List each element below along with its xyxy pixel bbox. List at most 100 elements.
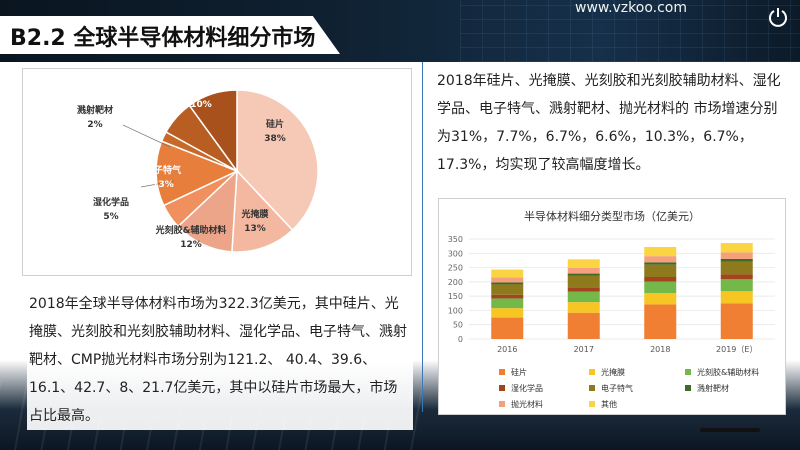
pie-label-name: 光刻胶&辅助材料 [155, 224, 227, 236]
legend-swatch [589, 369, 595, 375]
bar-segment [644, 304, 677, 339]
y-tick-label: 350 [448, 235, 463, 244]
header-grid-decoration [460, 0, 800, 62]
legend-swatch [589, 401, 595, 407]
bar-chart-panel: 半导体材料细分类型市场（亿美元） 0 50 100 150 200 250 300 350 20… [438, 198, 786, 415]
bar-segment [720, 243, 753, 253]
pie-label-value: 38% [264, 134, 286, 144]
bar-segment [491, 282, 524, 285]
left-paragraph: 2018年全球半导体材料市场为322.3亿美元，其中硅片、光掩膜、光刻胶和光刻胶… [27, 290, 413, 430]
bar-segment [644, 277, 677, 282]
pie-label-value: 5% [103, 212, 118, 222]
y-tick-label: 0 [458, 335, 463, 344]
y-tick-label: 150 [448, 292, 463, 301]
pie-label-value: 10% [190, 100, 212, 110]
y-tick-label: 200 [448, 278, 463, 287]
slide-indicator[interactable] [700, 428, 760, 432]
legend-item: 硅片 [499, 365, 589, 379]
bar-segment [567, 267, 600, 274]
bar-segment [491, 294, 524, 299]
bar-segment [567, 259, 600, 268]
x-tick-label: 2016 [497, 345, 517, 354]
legend-item: 湿化学品 [499, 381, 589, 395]
legend-item: 抛光材料 [499, 397, 589, 411]
y-tick-label: 50 [453, 321, 463, 330]
x-tick-label: 2017 [574, 345, 594, 354]
legend-swatch [499, 369, 505, 375]
y-tick-label: 300 [448, 249, 463, 258]
bar-segment [491, 308, 524, 318]
bar-segment [567, 287, 600, 292]
bar-segment [491, 298, 524, 309]
right-paragraph: 2018年硅片、光掩膜、光刻胶和光刻胶辅助材料、湿化学品、电子特气、溅射靶材、抛… [437, 73, 781, 173]
power-icon[interactable] [766, 6, 790, 30]
bar-chart: 0 50 100 150 200 250 300 350 2016 2017 2018 2019（E） [448, 235, 775, 354]
y-tick-label: 250 [448, 264, 463, 273]
pie-label-name: 硅片 [266, 118, 284, 130]
pie-label-name: 抛光材料 [129, 84, 165, 96]
bar-segment [720, 259, 753, 262]
pie-slice [236, 89, 319, 232]
legend-item: 光刻胶&辅助材料 [685, 365, 775, 379]
bar-segment [644, 262, 677, 265]
pie-label-value: 2% [87, 120, 102, 130]
pie-slice [155, 140, 239, 207]
bar-segment [491, 317, 524, 339]
bar-segment [644, 293, 677, 305]
pie-slice [188, 89, 238, 174]
bar-segment [720, 261, 753, 275]
bar-segment [644, 256, 677, 263]
pie-label-name: 其他 [192, 84, 210, 96]
bar-segment [567, 275, 600, 288]
pie-label-name: 湿化学品 [93, 196, 129, 208]
pie-chart: 硅片 38% 光掩膜 13% 光刻胶&辅助材料 12% 湿化学品 5% 电子特气 13% 溅射靶材 2… [77, 84, 319, 253]
x-tick-label: 2018 [650, 345, 670, 354]
pie-label-value: 12% [180, 240, 202, 250]
x-tick-label: 2019（E） [716, 345, 757, 354]
legend-item: 其他 [589, 397, 685, 411]
legend-swatch [589, 385, 595, 391]
pie-chart-panel: 硅片 38% 光掩膜 13% 光刻胶&辅助材料 12% 湿化学品 5% 电子特气 13% 溅射靶材 2… [22, 68, 412, 276]
pie-slice [231, 169, 294, 253]
legend-swatch [685, 385, 691, 391]
bar-segment [491, 269, 524, 278]
pie-label-name: 光掩膜 [240, 208, 269, 220]
legend-item: 电子特气 [589, 381, 685, 395]
chart-legend: 硅片 光掩膜 光刻胶&辅助材料湿化学品 电子特气 溅射靶材抛光材料 其他 [499, 365, 779, 411]
bar-segment [720, 274, 753, 280]
legend-label: 光刻胶&辅助材料 [697, 367, 760, 377]
bar-segment [644, 264, 677, 277]
bar-segment [567, 291, 600, 303]
bar-segment [567, 302, 600, 313]
pie-label-name: 溅射靶材 [77, 104, 113, 116]
y-tick-label: 100 [448, 306, 463, 315]
bar-segment [491, 284, 524, 295]
pie-label-value: 7% [139, 100, 154, 110]
title-tab [0, 16, 340, 54]
bar-segment [720, 303, 753, 339]
bar-segment [720, 291, 753, 304]
bar-segment [567, 312, 600, 339]
legend-swatch [685, 369, 691, 375]
legend-label: 电子特气 [601, 383, 633, 393]
site-url[interactable]: www.vzkoo.com [575, 0, 687, 16]
legend-label: 抛光材料 [511, 399, 543, 409]
legend-swatch [499, 401, 505, 407]
legend-label: 湿化学品 [511, 383, 543, 393]
legend-label: 硅片 [511, 367, 527, 377]
vertical-divider [422, 62, 423, 412]
pie-label-value: 13% [152, 180, 174, 190]
legend-label: 光掩膜 [601, 367, 625, 377]
pie-label-name: 电子特气 [145, 164, 181, 176]
bar-segment [644, 281, 677, 293]
bar-segment [720, 279, 753, 292]
chart-title: 半导体材料细分类型市场（亿美元） [524, 210, 700, 223]
bar-segment [491, 277, 524, 283]
page-title: B2.2 全球半导体材料细分市场 [10, 26, 316, 51]
bar-segment [644, 247, 677, 257]
pie-slice [176, 169, 238, 253]
pie-label-value: 13% [244, 224, 266, 234]
legend-label: 溅射靶材 [697, 383, 729, 393]
bar-segment [567, 273, 600, 276]
legend-label: 其他 [601, 399, 617, 409]
